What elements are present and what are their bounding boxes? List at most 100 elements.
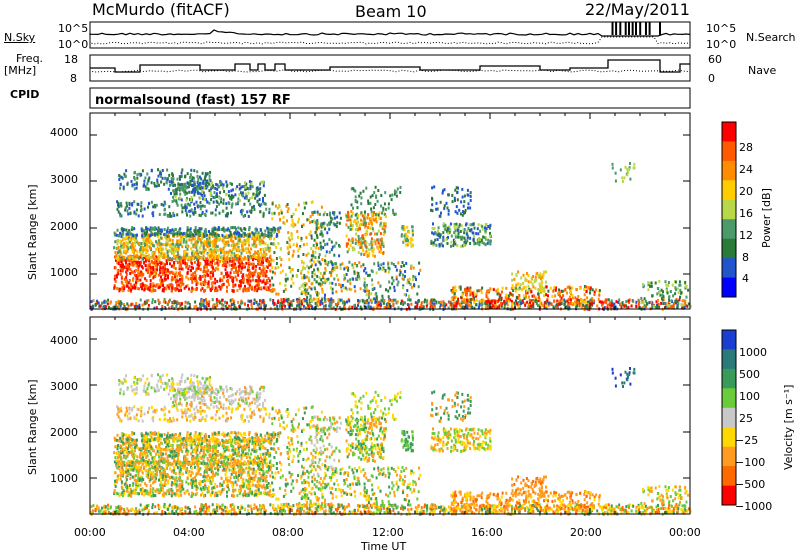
range-cell <box>150 230 153 234</box>
range-cell <box>310 282 313 286</box>
range-cell <box>169 229 172 232</box>
range-cell <box>482 235 485 239</box>
range-cell <box>553 299 556 303</box>
range-cell <box>199 277 202 281</box>
range-cell <box>493 305 496 309</box>
range-cell <box>211 184 214 188</box>
range-cell <box>480 238 483 242</box>
range-cell <box>373 254 376 258</box>
range-cell <box>219 287 222 291</box>
range-cell <box>160 236 162 240</box>
range-cell <box>418 272 420 276</box>
range-cell <box>576 301 579 304</box>
range-cell <box>222 246 225 250</box>
range-cell <box>456 190 459 194</box>
range-cell <box>320 205 323 209</box>
range-cell <box>164 270 167 274</box>
range-cell <box>200 214 202 218</box>
range-cell <box>353 188 356 192</box>
range-cell <box>195 254 198 258</box>
range-cell <box>162 255 165 259</box>
range-cell <box>210 232 213 236</box>
range-cell <box>288 305 291 309</box>
range-cell <box>256 303 259 307</box>
range-cell <box>362 289 365 292</box>
range-cell <box>290 277 293 281</box>
range-cell <box>318 282 321 286</box>
range-cell <box>167 187 170 191</box>
range-cell <box>205 305 208 309</box>
range-cell <box>145 250 148 254</box>
range-cell <box>259 228 262 232</box>
range-cell <box>360 238 363 242</box>
range-cell <box>185 240 188 244</box>
range-cell <box>217 299 220 303</box>
range-cell <box>262 235 265 239</box>
range-cell <box>168 180 171 184</box>
range-cell <box>164 235 166 239</box>
range-cell <box>210 271 213 274</box>
range-cell <box>568 285 571 289</box>
range-cell <box>241 193 243 197</box>
range-cell <box>377 261 380 265</box>
range-cell <box>191 233 194 237</box>
range-cell <box>135 181 138 185</box>
range-cell <box>405 243 408 247</box>
range-cell <box>446 206 449 210</box>
range-cell <box>237 265 240 269</box>
range-cell <box>245 233 248 237</box>
range-cell <box>394 212 397 216</box>
range-cell <box>518 293 521 297</box>
velocity-cb-m100: −100 <box>735 456 766 469</box>
range-cell <box>474 292 477 296</box>
xtick-1600: 16:00 <box>471 526 503 539</box>
range-cell <box>218 211 221 215</box>
range-cell <box>145 226 148 230</box>
range-cell <box>248 243 251 247</box>
range-cell <box>131 183 134 187</box>
range-cell <box>175 201 178 205</box>
range-cell <box>347 210 349 214</box>
range-cell <box>420 301 423 305</box>
range-cell <box>340 285 343 289</box>
range-cell <box>187 244 190 248</box>
range-cell <box>122 236 125 240</box>
range-cell <box>301 276 303 280</box>
range-cell <box>561 289 564 293</box>
range-cell <box>197 234 200 238</box>
range-cell <box>138 250 141 254</box>
range-cell <box>143 207 146 211</box>
range-cell <box>575 287 578 291</box>
range-cell <box>627 299 630 303</box>
range-cell <box>274 266 277 270</box>
range-cell <box>174 300 177 304</box>
range-cell <box>354 262 356 265</box>
range-cell <box>252 264 255 268</box>
range-cell <box>347 268 350 272</box>
range-cell <box>150 289 153 293</box>
range-cell <box>149 226 152 230</box>
range-cell <box>164 233 167 237</box>
range-cell <box>214 186 217 190</box>
range-cell <box>338 283 341 287</box>
range-cell <box>453 301 456 305</box>
range-cell <box>191 249 194 253</box>
range-cell <box>468 223 471 227</box>
range-cell <box>129 245 132 249</box>
range-cell <box>331 300 333 304</box>
range-cell <box>365 241 368 245</box>
range-cell <box>138 272 141 276</box>
range-cell <box>174 273 177 277</box>
range-cell <box>266 226 269 230</box>
range-cell <box>228 234 231 238</box>
range-cell <box>114 251 117 254</box>
range-cell <box>361 214 364 218</box>
range-cell <box>155 203 158 207</box>
range-cell <box>248 268 251 272</box>
range-cell <box>225 279 228 283</box>
range-cell <box>135 212 138 216</box>
range-cell <box>119 300 122 304</box>
range-cell <box>242 194 245 198</box>
range-cell <box>400 299 403 303</box>
range-cell <box>196 281 199 285</box>
